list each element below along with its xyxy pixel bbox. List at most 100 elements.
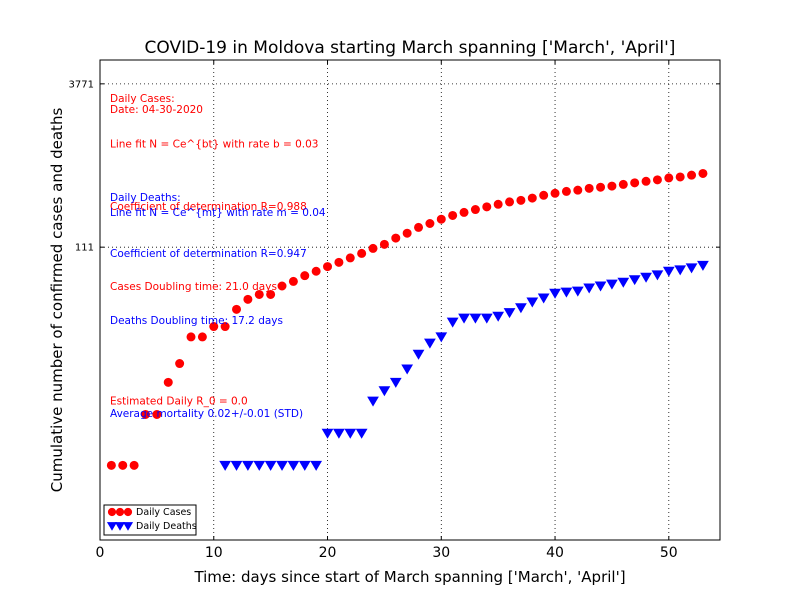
cases-point — [550, 188, 560, 198]
cases-point — [482, 202, 492, 212]
x-ticks: 0 10 20 30 40 50 — [96, 60, 678, 561]
x-tick-label: 0 — [96, 545, 105, 561]
cases-point — [288, 276, 298, 286]
deaths-point — [526, 297, 539, 308]
cases-point — [300, 271, 310, 281]
legend-swatch-deaths — [122, 522, 134, 531]
deaths-point — [355, 428, 368, 439]
x-tick-label: 40 — [546, 545, 564, 561]
grid — [100, 60, 720, 540]
annotations_cases-line: Estimated Daily R_0 = 0.0 — [110, 396, 248, 408]
cases-point — [357, 248, 367, 258]
annotations_deaths-line: Daily Deaths: — [110, 192, 181, 204]
cases-point — [470, 205, 480, 215]
deaths-point — [264, 460, 277, 471]
cases-point — [539, 190, 549, 200]
legend-swatch-cases — [107, 507, 117, 517]
cases-point — [573, 185, 583, 195]
x-tick-label: 30 — [432, 545, 450, 561]
deaths-point — [651, 270, 664, 281]
legend-swatch-cases — [123, 507, 133, 517]
deaths-point — [606, 279, 618, 290]
deaths-point — [617, 277, 630, 288]
deaths-point — [662, 266, 675, 277]
annotations_cases-line: Line fit N = Ce^{bt} with rate b = 0.03 — [110, 138, 318, 150]
deaths-point — [549, 288, 561, 299]
chart-title: COVID-19 in Moldova starting March spann… — [145, 38, 676, 58]
cases-point — [652, 175, 662, 185]
cases-point — [106, 460, 116, 470]
cases-point — [618, 179, 628, 189]
cases-point — [334, 257, 344, 267]
cases-point — [584, 183, 594, 193]
cases-point — [687, 170, 697, 180]
cases-point — [641, 176, 651, 186]
annotations_deaths-line: Coefficient of determination R=0.947 — [110, 248, 307, 260]
annotations_deaths-line: Line fit N = Ce^{mt} with rate m = 0.04 — [110, 207, 326, 219]
deaths-point — [458, 313, 470, 324]
x-tick-label: 10 — [205, 545, 223, 561]
cases-point — [402, 228, 412, 238]
cases-point — [129, 460, 139, 470]
deaths-point — [412, 349, 425, 360]
deaths-point — [571, 286, 584, 297]
series-cases — [106, 168, 708, 470]
deaths-point — [378, 386, 391, 397]
deaths-point — [537, 293, 550, 304]
annotations_cases-line: Date: 04-30-2020 — [110, 104, 203, 116]
cases-point — [186, 332, 196, 342]
deaths-point — [298, 460, 311, 471]
cases-point — [425, 219, 435, 229]
legend-label-deaths: Daily Deaths — [136, 521, 197, 532]
cases-point — [243, 294, 253, 304]
deaths-point — [344, 428, 357, 439]
cases-point — [141, 409, 151, 419]
deaths-point — [287, 460, 300, 471]
legend-swatch-deaths — [106, 522, 118, 531]
cases-point — [414, 222, 424, 232]
cases-point — [493, 199, 503, 209]
deaths-point — [594, 281, 607, 292]
y-tick-label: 111 — [75, 243, 94, 254]
cases-point — [266, 289, 276, 299]
cases-point — [209, 322, 219, 332]
deaths-point — [253, 460, 266, 471]
cases-point — [197, 332, 207, 342]
deaths-point — [230, 460, 243, 471]
plot-area — [99, 59, 721, 541]
annotations_deaths-line: Deaths Doubling time: 17.2 days — [110, 315, 283, 327]
deaths-point — [389, 377, 402, 388]
cases-point — [152, 409, 162, 419]
deaths-point — [446, 317, 459, 328]
deaths-point — [469, 313, 482, 324]
cases-point — [630, 178, 640, 188]
cases-point — [459, 207, 469, 217]
x-tick-label: 50 — [660, 545, 678, 561]
cases-point — [379, 239, 389, 249]
cases-point — [698, 168, 708, 178]
deaths-point — [321, 428, 334, 439]
deaths-point — [435, 332, 448, 343]
deaths-point — [242, 460, 254, 471]
cases-point — [368, 243, 378, 253]
cases-point — [345, 253, 355, 263]
cases-point — [391, 233, 401, 243]
deaths-point — [219, 460, 232, 471]
annotation-cases: Daily Cases:Date: 04-30-2020 Line fit N =… — [110, 93, 318, 408]
annotations_cases-line: Cases Doubling time: 21.0 days — [110, 281, 277, 293]
annotations_cases-line: Daily Cases: — [110, 93, 175, 105]
deaths-point — [640, 272, 652, 283]
cases-point — [254, 289, 264, 299]
legend-swatch-deaths — [114, 522, 126, 531]
deaths-point — [333, 428, 345, 439]
cases-point — [561, 186, 571, 196]
deaths-point — [628, 275, 641, 286]
y-tick-label: 3771 — [69, 79, 94, 90]
deaths-point — [685, 263, 698, 274]
annotations_deaths-line: Average mortality 0.02+/-0.01 (STD) — [110, 408, 303, 420]
deaths-point — [480, 313, 493, 324]
cases-point — [323, 262, 333, 272]
series-deaths — [219, 260, 709, 471]
legend: Daily Cases Daily Deaths — [103, 504, 197, 536]
